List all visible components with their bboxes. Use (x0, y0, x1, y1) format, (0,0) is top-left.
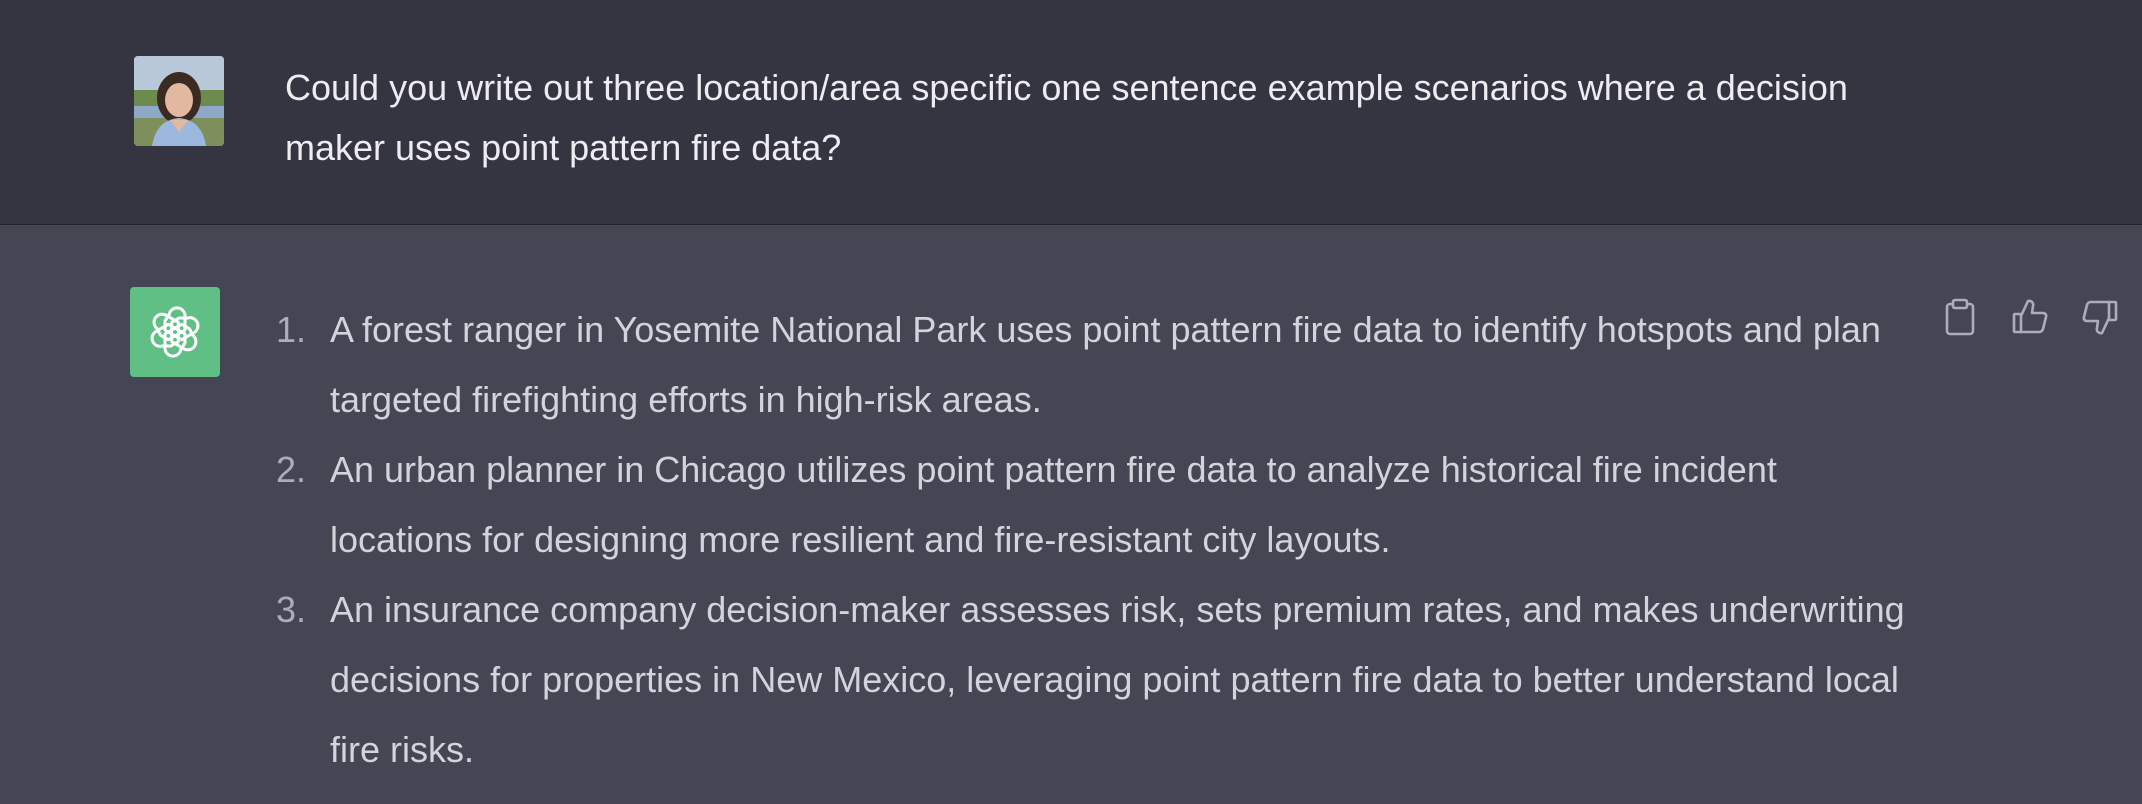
list-item-text: An insurance company decision-maker asse… (330, 589, 1905, 770)
list-item-number: 2. (276, 449, 307, 490)
thumbs-up-button[interactable] (2010, 297, 2050, 337)
list-item-number: 1. (276, 309, 307, 350)
user-message-text: Could you write out three location/area … (285, 67, 1848, 168)
list-item: 2. An urban planner in Chicago utilizes … (276, 435, 1916, 575)
user-avatar (134, 56, 224, 146)
thumbs-down-icon (2082, 300, 2118, 335)
thumbs-up-icon (2012, 299, 2048, 334)
list-item-text: A forest ranger in Yosemite National Par… (330, 309, 1881, 420)
assistant-message-row: 1. A forest ranger in Yosemite National … (0, 225, 2142, 804)
answer-list: 1. A forest ranger in Yosemite National … (276, 295, 1916, 785)
list-item-text: An urban planner in Chicago utilizes poi… (330, 449, 1777, 560)
message-actions (1940, 297, 2120, 337)
thumbs-down-button[interactable] (2080, 297, 2120, 337)
list-item-number: 3. (276, 589, 307, 630)
list-item: 3. An insurance company decision-maker a… (276, 575, 1916, 785)
copy-button[interactable] (1940, 297, 1980, 337)
clipboard-icon (1945, 298, 1975, 336)
list-item: 1. A forest ranger in Yosemite National … (276, 295, 1916, 435)
openai-logo-icon (130, 287, 220, 377)
user-message-row: Could you write out three location/area … (0, 0, 2142, 225)
